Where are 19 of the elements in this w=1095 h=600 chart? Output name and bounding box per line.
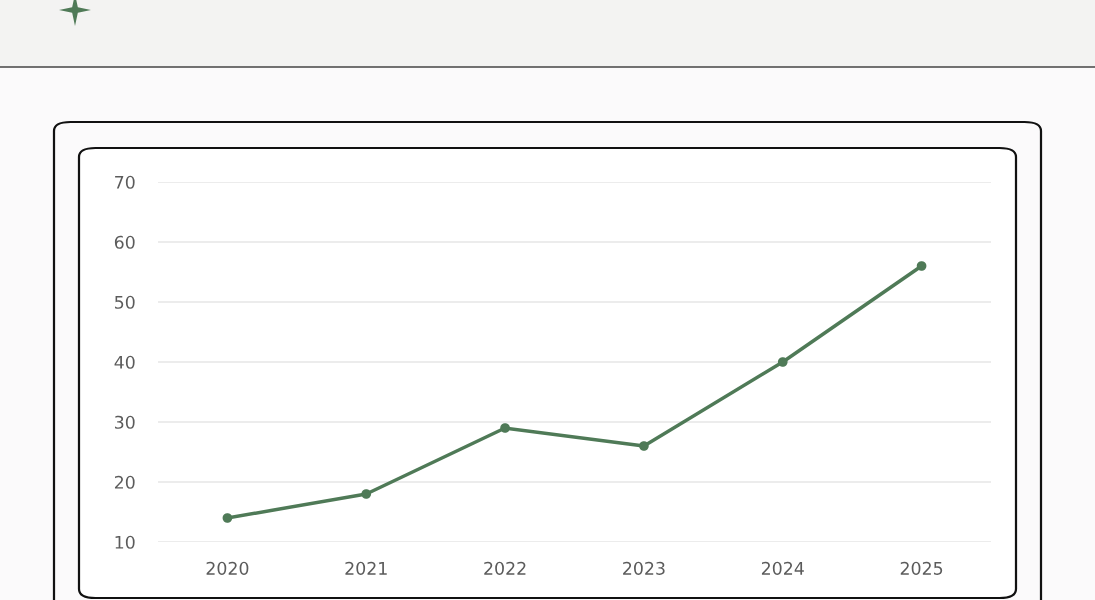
x-tick-label: 2025	[900, 561, 943, 575]
x-tick-label: 2021	[345, 561, 387, 575]
y-tick-label: 70	[115, 175, 135, 189]
point	[222, 513, 233, 523]
y-tick-label: 20	[114, 475, 135, 489]
point	[639, 441, 649, 451]
x-tick-label: 2020	[206, 561, 249, 575]
point	[777, 357, 788, 367]
y-tick-label: 10	[115, 535, 135, 549]
y-tick-label: 40	[114, 355, 135, 369]
y-tick-label: 60	[114, 235, 135, 249]
x-tick-label: 2022	[484, 561, 526, 575]
y-tick-label: 30	[115, 415, 135, 429]
y-tick-label: 50	[115, 295, 135, 309]
point	[500, 423, 510, 433]
x-tick-label: 2023	[623, 561, 665, 575]
point	[916, 261, 927, 271]
x-tick-label: 2024	[761, 561, 804, 575]
point	[361, 489, 372, 499]
